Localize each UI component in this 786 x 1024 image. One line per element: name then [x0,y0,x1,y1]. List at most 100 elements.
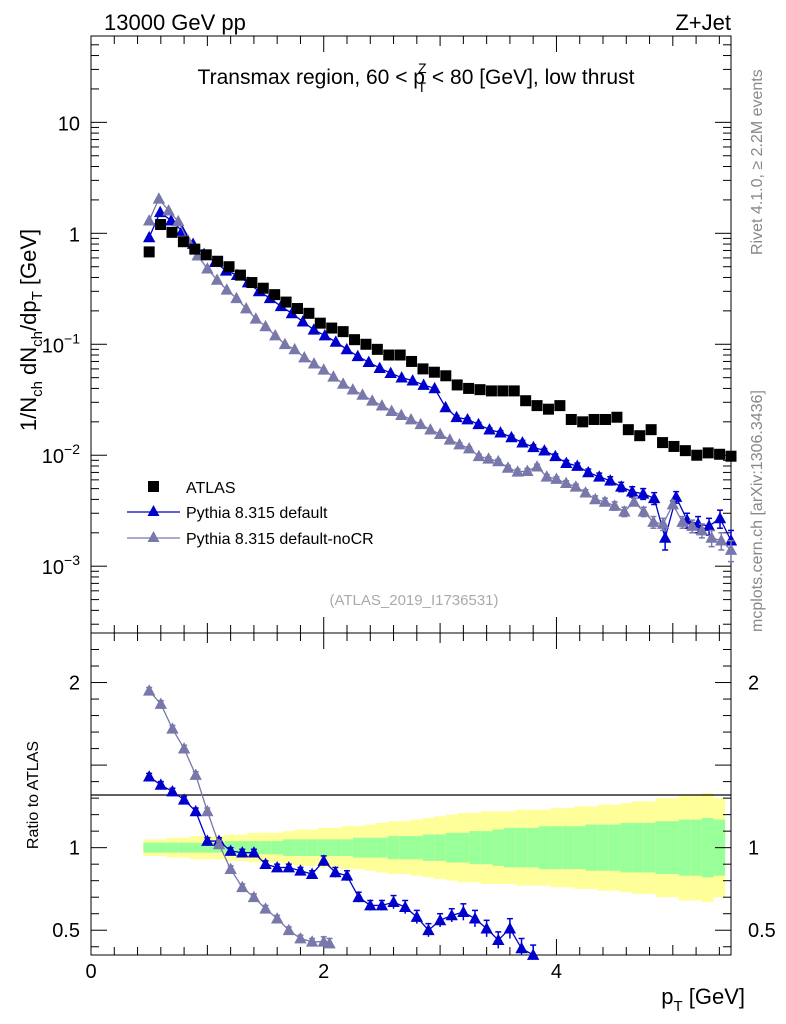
ratio-y-axis-label: Ratio to ATLAS [25,741,42,849]
ratio-point-py-default [352,890,365,903]
ratio-point-py-default [166,785,179,797]
data-point-py-nocr [540,470,553,482]
data-point-py-nocr [647,515,660,527]
data-point-py-nocr [627,495,641,507]
ratio-point-py-default [364,898,377,911]
ratio-band-inner [189,842,202,853]
data-point-atlas [645,424,657,436]
data-point-py-nocr [589,492,602,505]
data-point-atlas [702,447,714,459]
data-point-py-nocr [230,291,243,304]
ratio-point-py-default [503,922,517,934]
data-point-atlas [508,385,520,397]
data-point-py-nocr [317,363,330,375]
ratio-point-py-default [154,778,167,790]
legend-py-default-label: Pythia 8.315 default [186,505,328,522]
ratio-band-inner [562,826,574,870]
data-point-py-default [647,491,661,504]
data-point-py-default [560,456,573,468]
ratio-band-inner [259,841,272,855]
ratio-point-py-default [305,867,319,879]
ratio-band-inner [550,826,563,870]
data-point-py-nocr [288,342,301,355]
data-point-py-nocr [550,472,563,484]
data-point-atlas [303,307,315,319]
data-point-atlas [349,334,361,346]
ratio-band-inner [376,837,388,858]
ratio-point-py-default [201,834,214,846]
data-point-atlas [554,400,566,412]
ratio-point-py-default [271,860,284,873]
data-point-py-default [549,449,562,462]
data-point-py-default [604,474,617,486]
data-point-py-nocr [511,465,524,477]
data-point-py-nocr [239,302,253,314]
ratio-point-py-default [410,910,423,922]
ratio-y-tick-label-right: 2 [748,673,759,695]
ratio-band-inner [399,836,411,860]
main-y-tick-label: 10−1 [42,330,80,357]
plot-title-pre: Transmax region, 60 < p [198,66,425,89]
data-point-py-nocr [404,412,418,425]
data-point-atlas [531,400,543,412]
data-point-py-nocr [501,461,515,473]
ratio-point-py-default [294,864,307,876]
data-point-py-default [417,378,430,390]
data-point-atlas [143,246,155,258]
ratio-point-py-nocr [201,804,214,817]
data-point-py-default [527,440,540,453]
data-point-py-default [461,412,474,425]
data-point-py-nocr [395,408,408,420]
data-point-py-default [538,444,551,456]
ratio-band-inner [422,834,435,861]
data-point-py-nocr [472,449,486,462]
data-point-atlas [257,282,269,294]
data-point-py-nocr [259,319,272,332]
data-point-atlas [280,296,292,308]
ratio-point-py-default [224,844,237,856]
ratio-line-py-default [148,776,534,956]
header-right: Z+Jet [675,10,731,35]
data-point-py-nocr [346,383,359,395]
ratio-plot-frame [90,632,732,956]
data-point-py-default [472,417,485,430]
analysis-watermark: (ATLAS_2019_I1736531) [329,592,498,609]
data-point-atlas [314,317,326,329]
data-point-py-nocr [220,283,233,295]
ratio-point-py-default [468,912,482,924]
data-point-atlas [463,382,475,394]
data-point-py-nocr [695,523,709,536]
data-point-atlas [200,249,212,261]
ratio-band-inner [143,842,155,853]
rivet-version-note: Rivet 4.1.0, ≥ 2.2M events [749,69,766,255]
ratio-band-inner [155,842,167,853]
data-point-py-nocr [385,404,398,416]
data-point-py-default [395,371,408,383]
data-point-atlas [155,219,167,231]
data-point-atlas [291,303,303,315]
x-tick-label: 4 [551,961,562,983]
data-point-atlas [177,236,189,248]
ratio-point-py-nocr [154,697,167,709]
ratio-point-py-nocr [236,880,249,893]
data-point-py-nocr [366,394,379,406]
ratio-point-py-default [527,948,540,960]
ratio-point-py-nocr [247,890,261,903]
data-point-py-default [307,323,321,335]
data-point-py-nocr [676,515,689,527]
data-point-py-default [362,355,375,368]
data-point-py-default [516,436,529,448]
data-point-py-default [658,531,672,543]
data-point-atlas [223,261,235,273]
ratio-point-py-default [515,941,528,954]
data-point-py-nocr [521,464,534,476]
data-point-py-nocr [705,531,718,543]
legend-atlas-marker [148,481,159,492]
x-axis-label: pT [GeV] [661,984,745,1015]
legend-py-nocr-label: Pythia 8.315 default-noCR [186,531,374,548]
ratio-y-tick-label-right: 0.5 [748,920,776,942]
ratio-band-inner [539,826,551,870]
ratio-point-py-default [247,846,261,858]
ratio-point-py-nocr [189,768,202,780]
ratio-band-inner [283,839,295,856]
